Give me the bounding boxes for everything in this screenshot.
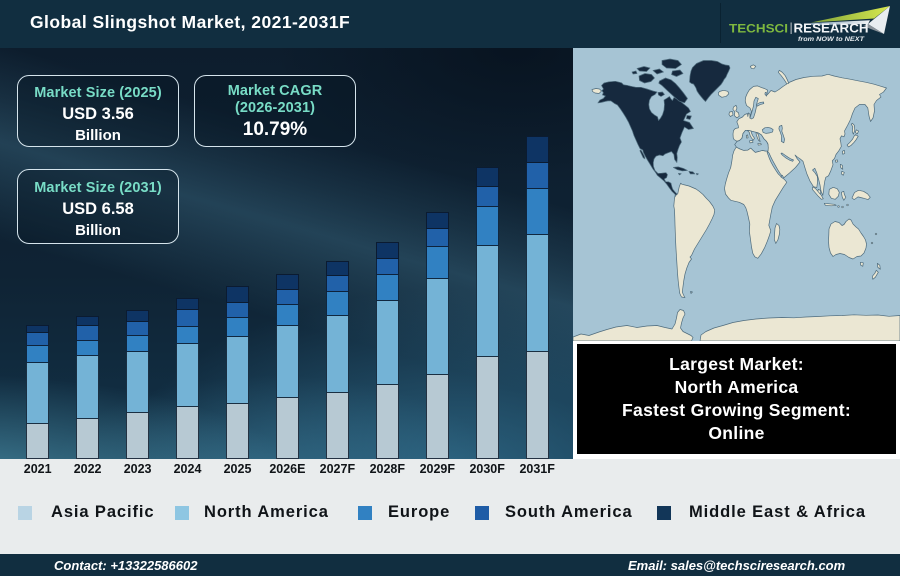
svg-text:TECHSCI: TECHSCI [729,24,788,36]
svg-text:RESEARCH: RESEARCH [794,22,869,36]
svg-text:from NOW to NEXT: from NOW to NEXT [798,37,866,43]
